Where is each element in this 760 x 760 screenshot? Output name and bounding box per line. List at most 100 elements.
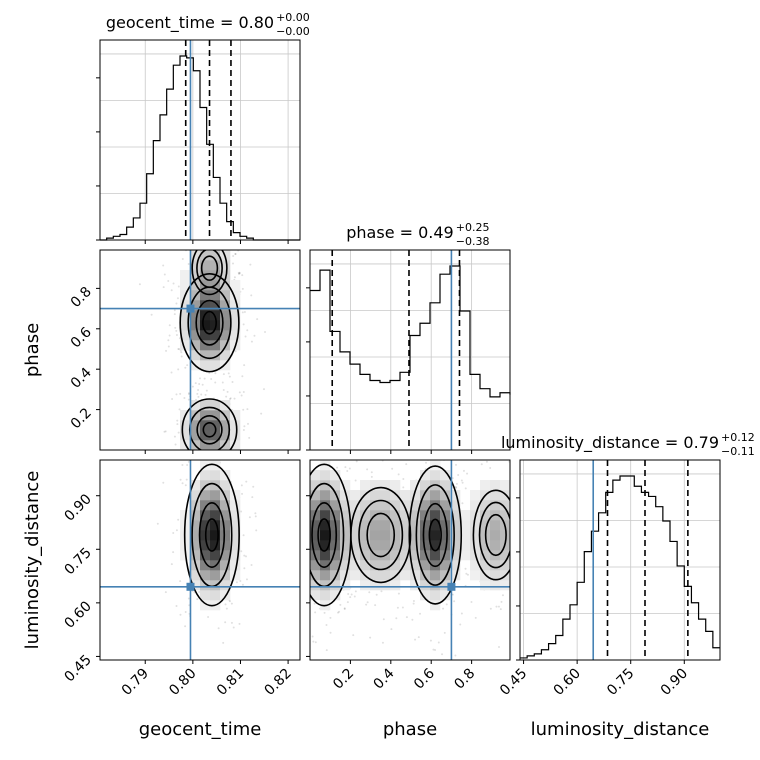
y-tick-label-phase: 0.6 bbox=[68, 324, 95, 351]
scatter-point bbox=[224, 603, 227, 606]
density-cell bbox=[180, 430, 191, 441]
density-cell bbox=[410, 500, 421, 511]
scatter-point bbox=[455, 486, 458, 489]
scatter-point bbox=[242, 428, 245, 431]
scatter-point bbox=[343, 452, 345, 454]
scatter-point bbox=[191, 385, 194, 388]
density-cell bbox=[410, 480, 421, 491]
title-lower-error: −0.11 bbox=[721, 445, 755, 458]
scatter-point bbox=[181, 257, 184, 260]
density-cell bbox=[190, 580, 201, 591]
density-cell bbox=[310, 480, 321, 491]
scatter-point bbox=[175, 329, 178, 332]
y-tick-label-luminosity-distance: 0.75 bbox=[61, 545, 94, 578]
density-cell bbox=[410, 540, 421, 551]
density-cell bbox=[200, 400, 211, 411]
scatter-point bbox=[234, 252, 237, 255]
scatter-point bbox=[343, 607, 346, 610]
density-cell bbox=[470, 500, 481, 511]
density-cell bbox=[380, 520, 391, 531]
scatter-point bbox=[243, 554, 246, 557]
density-cell bbox=[210, 290, 221, 301]
scatter-point bbox=[217, 627, 220, 630]
density-cell bbox=[210, 430, 221, 441]
density-cell bbox=[190, 420, 201, 431]
density-cell bbox=[480, 550, 491, 561]
density-cell bbox=[410, 530, 421, 541]
density-cell bbox=[390, 520, 401, 531]
density-cell bbox=[440, 520, 451, 531]
scatter-point bbox=[466, 472, 469, 475]
scatter-point bbox=[188, 453, 190, 455]
density-cell bbox=[340, 480, 351, 491]
density-cell bbox=[370, 570, 381, 581]
density-cell bbox=[210, 420, 221, 431]
density-cell bbox=[450, 510, 461, 521]
scatter-point bbox=[341, 454, 343, 456]
density-cell bbox=[370, 560, 381, 571]
density-cell bbox=[330, 470, 341, 481]
density-cell bbox=[200, 540, 211, 551]
density-cell bbox=[380, 530, 391, 541]
contour-line bbox=[200, 255, 219, 281]
density-cell bbox=[400, 490, 411, 501]
density-cell bbox=[230, 280, 241, 291]
density-cell bbox=[440, 550, 451, 561]
scatter-point bbox=[329, 616, 332, 619]
scatter-point bbox=[337, 611, 340, 614]
scatter-point bbox=[354, 479, 357, 482]
density-cell bbox=[180, 340, 191, 351]
density-cell bbox=[400, 520, 411, 531]
density-cell bbox=[420, 570, 431, 581]
density-cell bbox=[320, 590, 331, 601]
x-tick-label-geocent-time: 0.79 bbox=[119, 666, 152, 699]
scatter-point bbox=[167, 279, 170, 282]
density-cell bbox=[450, 520, 461, 531]
scatter-point bbox=[175, 604, 178, 607]
x-tick-label-geocent-time: 0.81 bbox=[214, 666, 247, 699]
x-axis-label-luminosity-distance: luminosity_distance bbox=[531, 719, 710, 740]
density-cell bbox=[310, 500, 321, 511]
contour-line bbox=[478, 501, 510, 569]
scatter-point bbox=[451, 477, 454, 480]
scatter-point bbox=[184, 611, 187, 614]
density-cell bbox=[220, 560, 231, 571]
scatter-point bbox=[165, 349, 168, 352]
density-cell bbox=[220, 510, 231, 521]
scatter-point bbox=[346, 470, 349, 473]
density-cell bbox=[230, 300, 241, 311]
scatter-point bbox=[230, 621, 233, 624]
scatter-point bbox=[242, 323, 245, 326]
x-tick-label-luminosity-distance: 0.45 bbox=[497, 666, 530, 699]
scatter-panel-phase-luminosity-distance bbox=[303, 452, 515, 664]
density-cell bbox=[400, 530, 411, 541]
scatter-point bbox=[344, 466, 347, 469]
density-cell bbox=[460, 550, 471, 561]
density-cell bbox=[440, 470, 451, 481]
density-cell bbox=[420, 530, 431, 541]
density-cell bbox=[380, 500, 391, 511]
scatter-point bbox=[241, 583, 244, 586]
scatter-point bbox=[164, 430, 167, 433]
density-cell bbox=[200, 460, 211, 471]
density-cell bbox=[340, 510, 351, 521]
scatter-point bbox=[513, 531, 515, 533]
scatter-point bbox=[412, 602, 415, 605]
scatter-point bbox=[241, 311, 244, 314]
density-cell bbox=[210, 510, 221, 521]
scatter-point bbox=[222, 641, 225, 644]
scatter-point bbox=[242, 391, 245, 394]
density-cell bbox=[210, 570, 221, 581]
scatter-point bbox=[303, 488, 305, 490]
scatter-point bbox=[366, 468, 369, 471]
scatter-point bbox=[240, 394, 243, 397]
scatter-point bbox=[327, 457, 329, 459]
scatter-point bbox=[307, 556, 309, 558]
scatter-point bbox=[500, 600, 503, 603]
scatter-point bbox=[227, 372, 230, 375]
density-cell bbox=[220, 590, 231, 601]
scatter-point bbox=[175, 302, 178, 305]
scatter-point bbox=[495, 605, 498, 608]
density-cell bbox=[470, 570, 481, 581]
density-cell bbox=[340, 550, 351, 561]
